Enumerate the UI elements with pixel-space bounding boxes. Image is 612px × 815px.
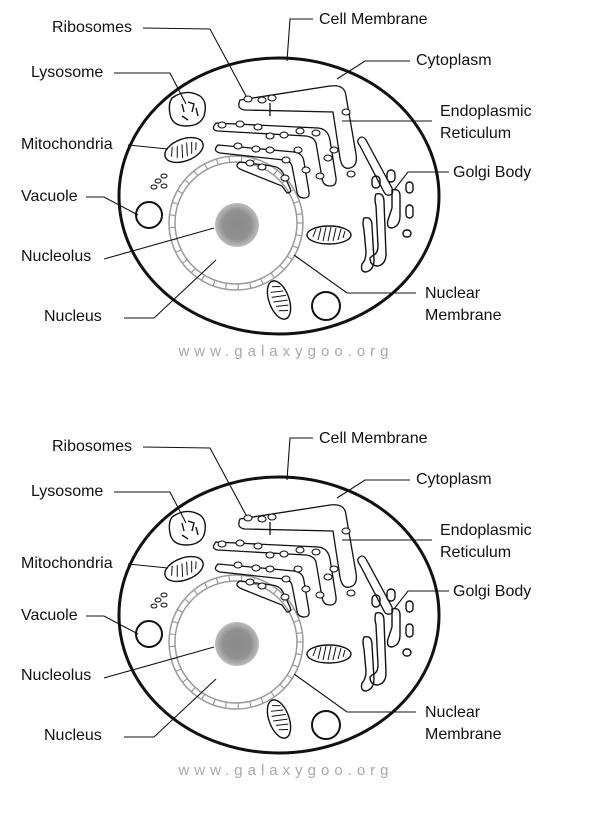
ribosome-dot	[234, 143, 242, 149]
ribosome-dot	[258, 97, 266, 103]
ribosome-dot	[294, 566, 302, 572]
label-reticulum: Reticulum	[440, 542, 511, 564]
ribosome-dot	[254, 543, 262, 549]
ribosome-dot	[218, 541, 226, 547]
ribosome-dot	[302, 586, 310, 592]
ribosome-dot	[281, 594, 289, 600]
ribosome-dot	[316, 173, 324, 179]
ribosome-dot	[330, 147, 338, 153]
nucleolus	[215, 622, 259, 666]
label-vacuole: Vacuole	[21, 186, 78, 208]
vacuole-small	[312, 292, 340, 320]
ribosome-dot	[254, 124, 262, 130]
ribosome-dot	[258, 516, 266, 522]
label-nuclear: Nuclear	[425, 702, 480, 724]
ribosome-dot	[347, 171, 355, 177]
cell-diagram-2: Ribosomes Cell Membrane Lysosome Cytopla…	[0, 419, 612, 815]
label-mitochondria: Mitochondria	[21, 134, 113, 156]
ribosome-dot	[280, 551, 288, 557]
ribosome-dot	[258, 164, 266, 170]
ribosome-dot	[258, 583, 266, 589]
ribosome-dot	[246, 160, 254, 166]
ribosome-dot	[324, 155, 332, 161]
label-golgi-body: Golgi Body	[453, 162, 531, 184]
ribosome-dot	[246, 579, 254, 585]
label-golgi-body: Golgi Body	[453, 581, 531, 603]
label-endoplasmic: Endoplasmic	[440, 520, 532, 542]
ribosome-dot	[280, 132, 288, 138]
label-ribosomes: Ribosomes	[52, 17, 132, 39]
ribosome-dot	[266, 566, 274, 572]
ribosome-dot	[244, 96, 252, 102]
label-nucleus: Nucleus	[44, 725, 102, 747]
ribosome-dot	[236, 121, 244, 127]
ribosome-dot	[296, 547, 304, 553]
ribosome-dot	[268, 95, 276, 101]
ribosome-dot	[281, 175, 289, 181]
watermark: www.galaxygoo.org	[0, 343, 572, 360]
cell-drawing	[0, 419, 612, 815]
ribosome-dot	[266, 133, 274, 139]
label-nucleolus: Nucleolus	[21, 246, 91, 268]
label-membrane: Membrane	[425, 724, 501, 746]
ribosome-dot	[282, 576, 290, 582]
label-nucleolus: Nucleolus	[21, 665, 91, 687]
ribosome-dot	[244, 515, 252, 521]
nucleolus	[215, 203, 259, 247]
label-membrane: Membrane	[425, 305, 501, 327]
ribosome-dot	[268, 514, 276, 520]
label-lysosome: Lysosome	[31, 481, 103, 503]
ribosome-dot	[252, 146, 260, 152]
ribosome-dot	[347, 590, 355, 596]
vacuole	[136, 202, 162, 228]
ribosome-dot	[234, 562, 242, 568]
label-cytoplasm: Cytoplasm	[416, 469, 492, 491]
label-reticulum: Reticulum	[440, 123, 511, 145]
vacuole	[136, 621, 162, 647]
ribosome-dot	[302, 167, 310, 173]
cell-diagram-1: Ribosomes Cell Membrane Lysosome Cytopla…	[0, 0, 612, 396]
label-lysosome: Lysosome	[31, 62, 103, 84]
label-cell-membrane: Cell Membrane	[319, 428, 427, 450]
watermark: www.galaxygoo.org	[0, 762, 572, 779]
ribosome-dot	[342, 109, 350, 115]
ribosome-dot	[266, 147, 274, 153]
ribosome-dot	[236, 540, 244, 546]
ribosome-dot	[218, 122, 226, 128]
ribosome-dot	[312, 549, 320, 555]
label-vacuole: Vacuole	[21, 605, 78, 627]
ribosome-dot	[324, 574, 332, 580]
ribosome-dot	[312, 130, 320, 136]
label-cytoplasm: Cytoplasm	[416, 50, 492, 72]
ribosome-dot	[316, 592, 324, 598]
cell-drawing	[0, 0, 612, 396]
label-nuclear: Nuclear	[425, 283, 480, 305]
label-ribosomes: Ribosomes	[52, 436, 132, 458]
label-endoplasmic: Endoplasmic	[440, 101, 532, 123]
ribosome-dot	[266, 552, 274, 558]
vacuole-small	[312, 711, 340, 739]
label-mitochondria: Mitochondria	[21, 553, 113, 575]
label-cell-membrane: Cell Membrane	[319, 9, 427, 31]
ribosome-dot	[296, 128, 304, 134]
ribosome-dot	[294, 147, 302, 153]
ribosome-dot	[330, 566, 338, 572]
label-nucleus: Nucleus	[44, 306, 102, 328]
ribosome-dot	[282, 157, 290, 163]
ribosome-dot	[342, 528, 350, 534]
ribosome-dot	[252, 565, 260, 571]
